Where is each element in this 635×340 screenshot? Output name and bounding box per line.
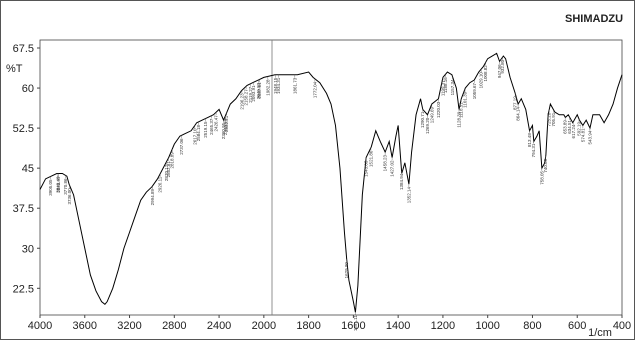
- peak-label: 1458.23: [383, 155, 388, 172]
- peak-label: 1948.15: [273, 77, 278, 94]
- peak-label: 2045.83: [256, 82, 261, 99]
- peak-label: 634.51: [567, 119, 572, 133]
- peak-label: 1101.39: [462, 91, 467, 107]
- peak-label: 3770.86: [63, 178, 68, 195]
- y-axis-label: %T: [6, 63, 23, 75]
- peak-label: 1934.31: [276, 77, 281, 94]
- peak-label: 3840.40: [55, 176, 60, 193]
- peak-label: 2037.61: [257, 82, 262, 99]
- brand: SHIMADZU: [565, 13, 623, 25]
- peak-label: 740.69: [543, 158, 548, 172]
- peak-label: 725.28: [547, 112, 552, 126]
- peak-label: 2465.37: [209, 118, 214, 135]
- peak-label: 864.14: [516, 106, 521, 120]
- peak-label: 2196.23: [239, 93, 244, 110]
- x-tick-label: 3600: [73, 320, 97, 332]
- peak-label: 877.19: [513, 96, 518, 110]
- x-tick-label: 3200: [117, 320, 141, 332]
- peak-label: 1384.94: [399, 173, 404, 190]
- peak-label: 1220.03: [436, 101, 441, 118]
- peak-label: 1249.69: [429, 107, 434, 124]
- x-tick-label: 1600: [341, 320, 365, 332]
- peak-label: 2158.27: [244, 89, 249, 106]
- peak-label: 2818.89: [170, 152, 175, 169]
- y-tick-label: 67.5: [13, 43, 34, 55]
- peak-label: 1199.37: [441, 80, 446, 96]
- x-tick-label: 600: [568, 320, 586, 332]
- x-tick-label: 1400: [386, 320, 410, 332]
- plot-frame: [39, 39, 623, 316]
- x-tick-label: 4000: [28, 320, 52, 332]
- peak-label: 2584.18: [196, 124, 201, 141]
- peak-label: 2426.47: [214, 115, 219, 132]
- peak-label: 2617.10: [192, 128, 197, 145]
- x-tick-label: 1800: [296, 320, 320, 332]
- peak-label: 1861.73: [292, 77, 297, 94]
- y-tick-label: 45: [22, 163, 34, 175]
- peak-label: 2343.99: [223, 118, 228, 135]
- peak-label: 1521.86: [368, 150, 373, 167]
- peak-label: 1352.14: [406, 187, 411, 204]
- peak-label: 1427.02: [390, 160, 395, 177]
- peak-label: 2852.81: [166, 161, 171, 178]
- x-tick-label: 800: [523, 320, 541, 332]
- peak-label: 1029.10: [479, 72, 484, 89]
- x-tick-label: 2400: [207, 320, 231, 332]
- x-tick-label: 1000: [475, 320, 499, 332]
- x-axis-label: 1/cm: [588, 327, 612, 339]
- peak-label: 947.06: [497, 64, 502, 78]
- peak-label: 1128.39: [456, 111, 461, 127]
- peak-label: 705.91: [551, 112, 556, 126]
- peak-label: 2519.15: [203, 121, 208, 138]
- peak-label: 1982.28: [265, 79, 270, 96]
- peak-label: 2360.95: [221, 122, 226, 139]
- peak-label: 794.31: [531, 143, 536, 157]
- x-tick-label: 2000: [252, 320, 276, 332]
- peak-label: 1772.04: [312, 81, 317, 98]
- peak-label: 1629.90: [344, 262, 349, 279]
- peak-label: 574.81: [580, 128, 585, 142]
- x-tick-label: 400: [613, 320, 631, 332]
- y-tick-label: 37.5: [13, 203, 34, 215]
- peak-label: 543.94: [587, 130, 592, 144]
- peak-label: 2119.27: [248, 86, 253, 102]
- peak-label: 1188.16: [443, 77, 448, 93]
- peak-label: 1118.51: [459, 102, 464, 118]
- peak-label: 1059.67: [472, 82, 477, 99]
- peak-label: 1157.34: [450, 79, 455, 95]
- peak-label: 813.48: [527, 133, 532, 147]
- y-tick-label: 60: [22, 83, 34, 95]
- peak-label: 1591.11: [353, 315, 358, 331]
- peak-label: 617.24: [571, 124, 576, 138]
- peak-label: 2870.17: [164, 164, 169, 181]
- x-tick-label: 1200: [431, 320, 455, 332]
- peak-label: 2737.06: [179, 138, 184, 155]
- peak-label: 653.89: [563, 120, 568, 134]
- y-tick-label: 30: [22, 243, 34, 255]
- peak-label: 2994.89: [150, 189, 155, 206]
- peak-label: 1008.82: [483, 65, 488, 82]
- peak-label: 932.80: [500, 59, 505, 73]
- y-tick-label: 22.5: [13, 283, 34, 295]
- peak-label: 592.19: [576, 121, 581, 135]
- peak-label: 2093.91: [251, 85, 256, 102]
- peak-label: 2926.11: [158, 176, 163, 192]
- peak-label: 2332.21: [224, 115, 229, 132]
- y-tick-label: 52.5: [13, 123, 34, 135]
- peak-label: 1290.71: [420, 111, 425, 128]
- spectrum-line: [39, 52, 623, 313]
- peak-label: 3905.05: [48, 179, 53, 196]
- peak-label: 758.05: [539, 171, 544, 185]
- peak-label: 3736.00: [67, 188, 72, 205]
- peak-label: 3833.97: [56, 176, 61, 193]
- peak-label: 1543.03: [364, 160, 369, 177]
- x-tick-label: 2800: [162, 320, 186, 332]
- peak-label: 1269.20: [425, 117, 430, 134]
